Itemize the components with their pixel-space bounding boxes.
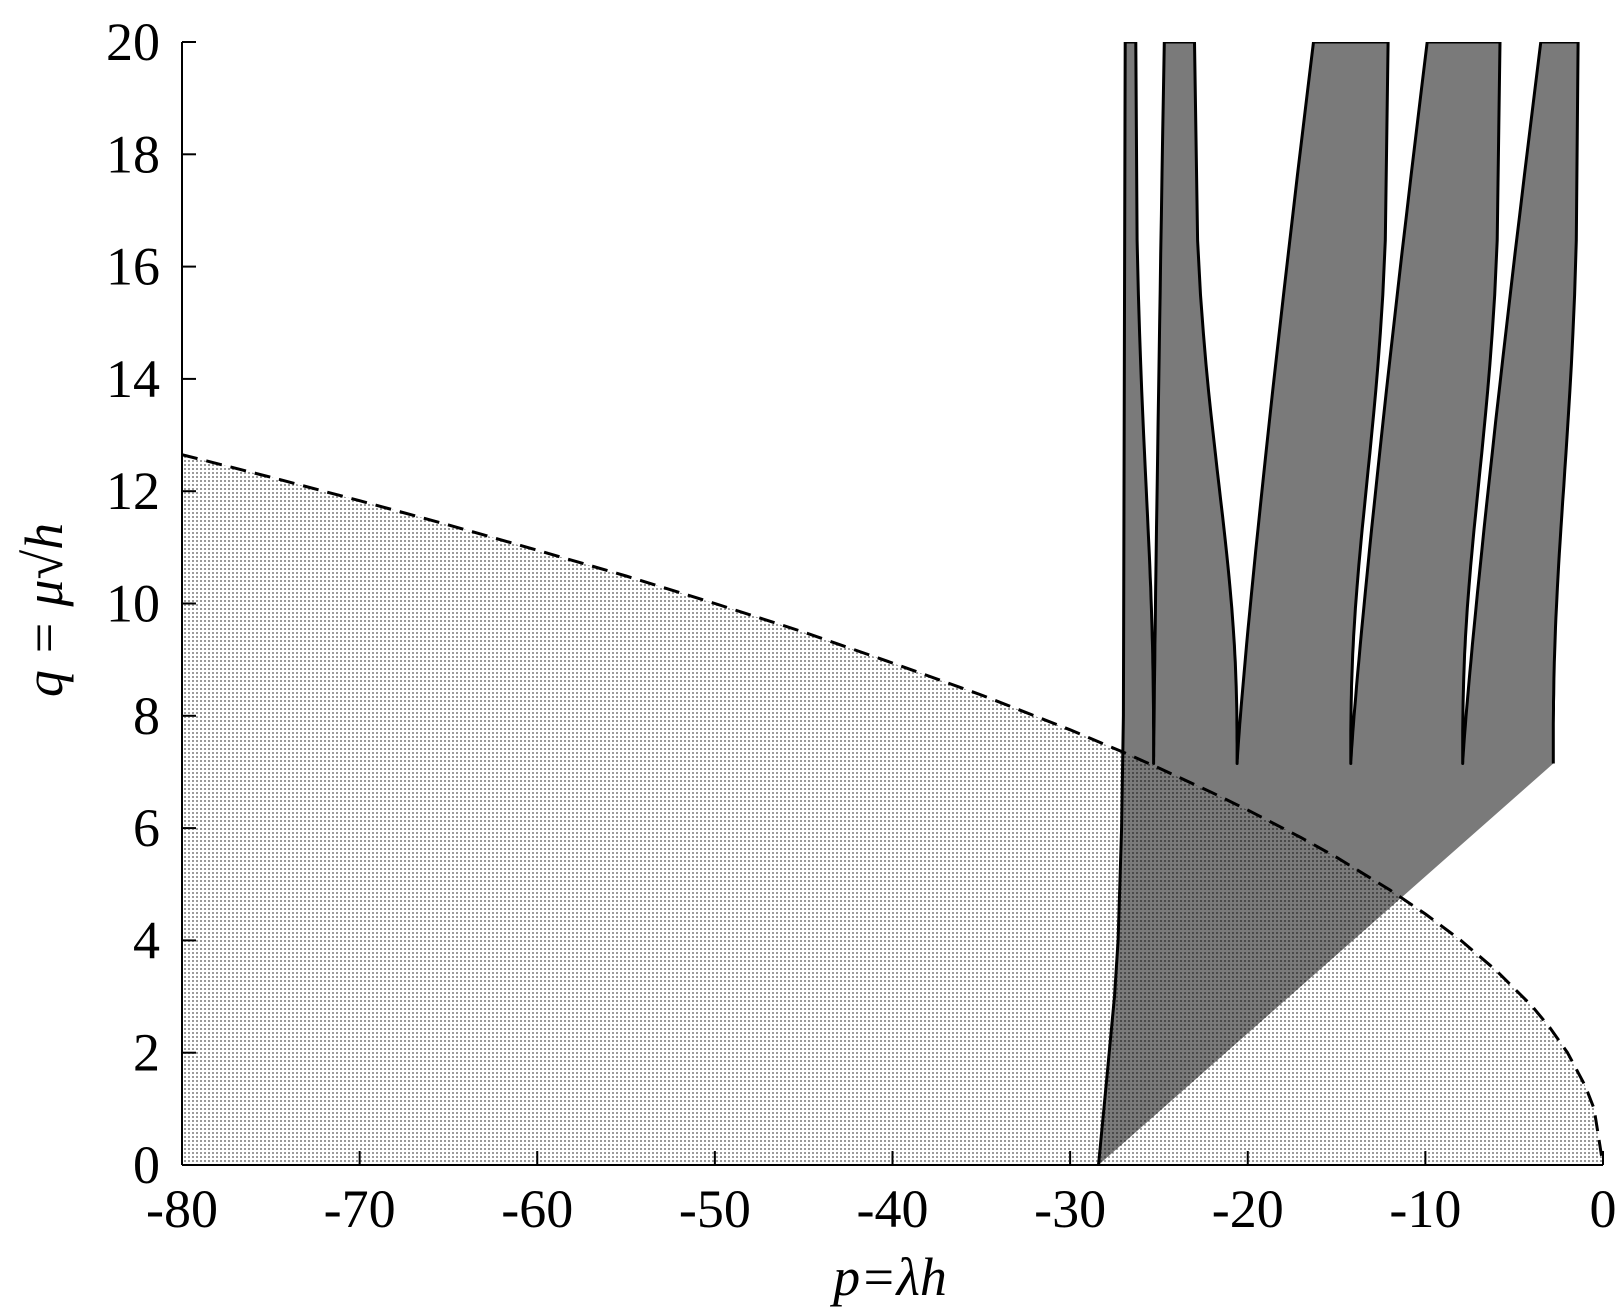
x-tick-label: -50 (679, 1179, 751, 1239)
x-tick-label: 0 (1590, 1179, 1617, 1239)
x-tick-label: -40 (857, 1179, 929, 1239)
x-tick-label: -20 (1212, 1179, 1284, 1239)
x-tick-label: -80 (146, 1179, 218, 1239)
y-tick-label: 8 (133, 686, 160, 746)
dashed-curve (182, 453, 1603, 1165)
y-tick-label: 18 (106, 124, 160, 184)
y-tick-label: 14 (106, 349, 160, 409)
x-axis-title: p=λh (829, 1247, 947, 1307)
x-tick-label: -70 (324, 1179, 396, 1239)
x-tick-label: -30 (1034, 1179, 1106, 1239)
y-tick-label: 16 (106, 237, 160, 297)
y-tick-label: 0 (133, 1135, 160, 1195)
y-tick-label: 20 (106, 12, 160, 72)
x-tick-label: -10 (1389, 1179, 1461, 1239)
y-axis-title: q = μ√h (14, 523, 74, 697)
x-tick-label: -60 (501, 1179, 573, 1239)
y-tick-label: 12 (106, 461, 160, 521)
solid-boundary-line (1097, 42, 1580, 1165)
y-tick-label: 6 (133, 798, 160, 858)
y-tick-label: 2 (133, 1023, 160, 1083)
y-tick-label: 4 (133, 910, 160, 970)
y-tick-label: 10 (106, 574, 160, 634)
